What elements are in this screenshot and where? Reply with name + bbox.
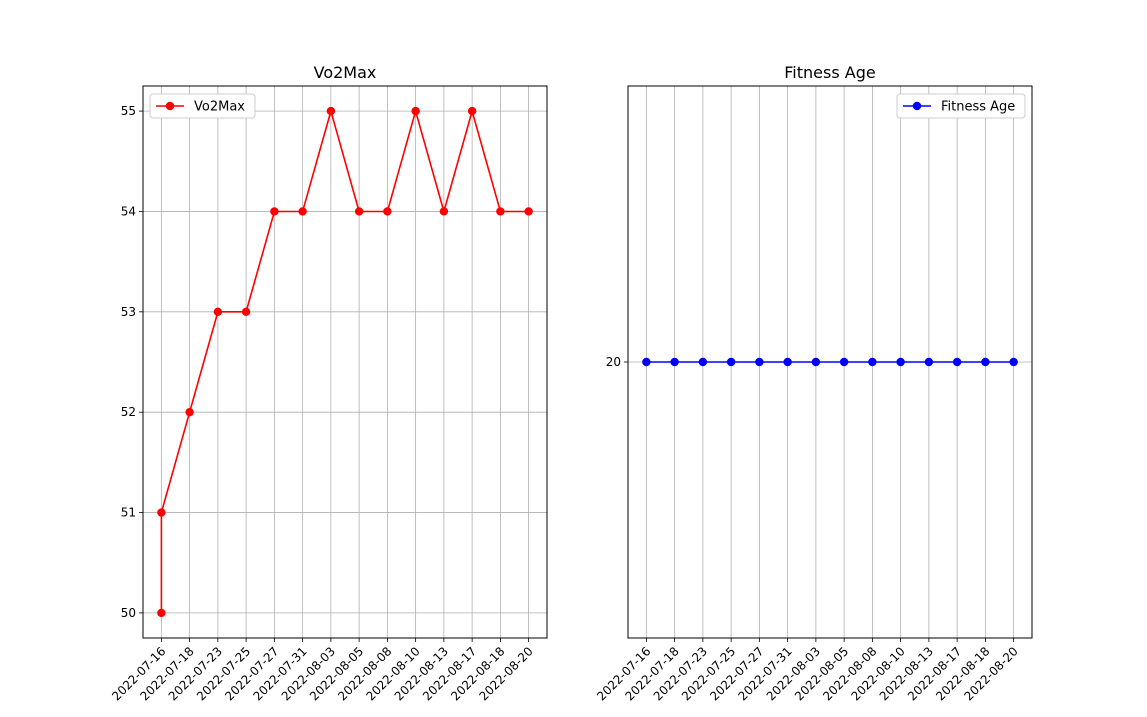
vo2max-legend-box [149, 93, 256, 119]
fitness-age-data-point [755, 357, 764, 367]
fitness-age-data-point [868, 357, 877, 367]
fitness-age-legend-label: Fitness Age [941, 100, 1015, 115]
fitness-age-legend-box [896, 93, 1026, 119]
vo2max-data-point [213, 307, 223, 317]
vo2max-data-point [524, 207, 533, 216]
fitness-age-data-point [811, 357, 821, 367]
vo2max-y-tick-label: 51 [121, 506, 136, 520]
vo2max-legend-label: Vo2Max [194, 100, 245, 115]
vo2max-data-point [298, 207, 307, 216]
vo2max-data-point [326, 106, 336, 116]
vo2max-data-point [241, 307, 251, 317]
fitness-age-chart-panel: 202022-07-162022-07-182022-07-232022-07-… [594, 63, 1033, 703]
fitness-age-data-point [670, 357, 679, 367]
vo2max-y-tick-label: 53 [121, 305, 136, 319]
vo2max-data-point [270, 207, 279, 216]
fitness-age-data-point [642, 357, 651, 367]
vo2max-data-point [411, 106, 420, 116]
fitness-age-data-point [839, 357, 849, 367]
vo2max-data-point [496, 207, 505, 216]
vo2max-y-tick-label: 54 [121, 204, 136, 218]
vo2max-legend: Vo2Max [149, 93, 256, 119]
fitness-age-data-point [783, 357, 792, 367]
fitness-age-legend: Fitness Age [896, 93, 1026, 119]
vo2max-data-point [467, 106, 477, 116]
fitness-age-y-tick-label: 20 [606, 355, 621, 369]
vo2max-data-point [157, 608, 166, 618]
vo2max-data-point [383, 207, 392, 216]
vo2max-title: Vo2Max [314, 63, 377, 82]
vo2max-data-point [439, 207, 449, 216]
fitness-age-data-point [726, 357, 736, 367]
vo2max-data-point [354, 207, 364, 216]
vo2max-y-tick-label: 52 [121, 405, 136, 419]
fitness-age-title: Fitness Age [784, 63, 875, 82]
fitness-age-data-point [981, 357, 990, 367]
fitness-age-data-point [698, 357, 708, 367]
vo2max-axes-frame [142, 85, 548, 639]
vo2max-y-tick-label: 50 [121, 606, 136, 620]
fitness-age-legend-marker [912, 101, 922, 111]
fitness-age-data-point [896, 357, 905, 367]
fitness-age-data-point [1009, 357, 1018, 367]
fitness-age-data-point [952, 357, 962, 367]
fitness-age-data-point [924, 357, 934, 367]
vo2max-y-tick-label: 55 [121, 104, 136, 118]
vo2max-data-point [157, 508, 166, 517]
vo2max-data-point [185, 407, 194, 417]
vo2max-legend-marker [165, 101, 175, 111]
